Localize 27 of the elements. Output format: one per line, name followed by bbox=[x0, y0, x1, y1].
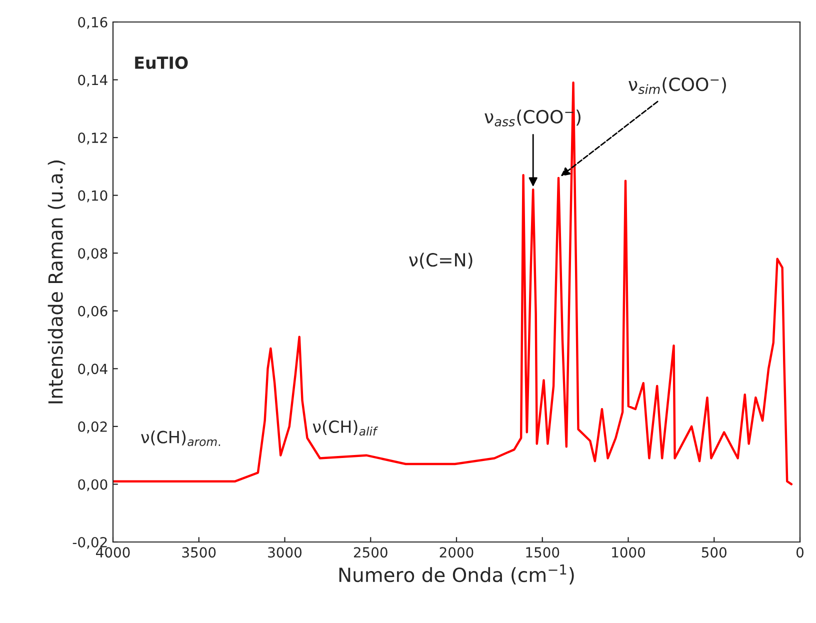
annotation: EuTIO bbox=[135, 56, 188, 70]
y-axis-title: Intensidade Raman (u.a.) bbox=[48, 160, 66, 404]
y-tick-label: 0,16 bbox=[78, 16, 108, 29]
x-tick-label: 0 bbox=[796, 547, 804, 558]
x-tick-label: 1500 bbox=[526, 547, 560, 558]
x-tick-label: 4000 bbox=[96, 547, 130, 558]
annotation: ν(CH)$_{alif}$ bbox=[312, 420, 378, 436]
annotation: ν$_{ass}$(COO$^{−}$) bbox=[484, 110, 580, 126]
y-tick-label: 0,04 bbox=[78, 364, 108, 376]
x-tick-label: 500 bbox=[702, 547, 726, 558]
x-tick-label: 3000 bbox=[268, 547, 302, 558]
y-tick-label: -0,02 bbox=[72, 536, 107, 549]
y-tick-label: 0,14 bbox=[78, 74, 108, 87]
annotation: ν$_{sim}$(COO$^{−}$) bbox=[628, 77, 726, 94]
x-axis-title: Numero de Onda (cm$^{−1}$) bbox=[339, 564, 574, 584]
y-tick-label: 0,12 bbox=[78, 132, 107, 144]
y-tick-label: 0,00 bbox=[78, 479, 108, 492]
annotation: ν(C=N) bbox=[409, 252, 472, 269]
x-tick-label: 2000 bbox=[440, 547, 474, 558]
x-tick-label: 1000 bbox=[612, 547, 645, 558]
y-tick-label: 0,08 bbox=[78, 248, 108, 260]
annotation: ν(CH)$_{arom.}$ bbox=[141, 430, 220, 446]
x-tick-label: 2500 bbox=[354, 547, 388, 558]
x-tick-label: 3500 bbox=[182, 547, 216, 558]
y-tick-label: 0,10 bbox=[78, 190, 108, 202]
y-tick-label: 0,06 bbox=[78, 306, 108, 318]
y-tick-label: 0,02 bbox=[78, 421, 107, 434]
